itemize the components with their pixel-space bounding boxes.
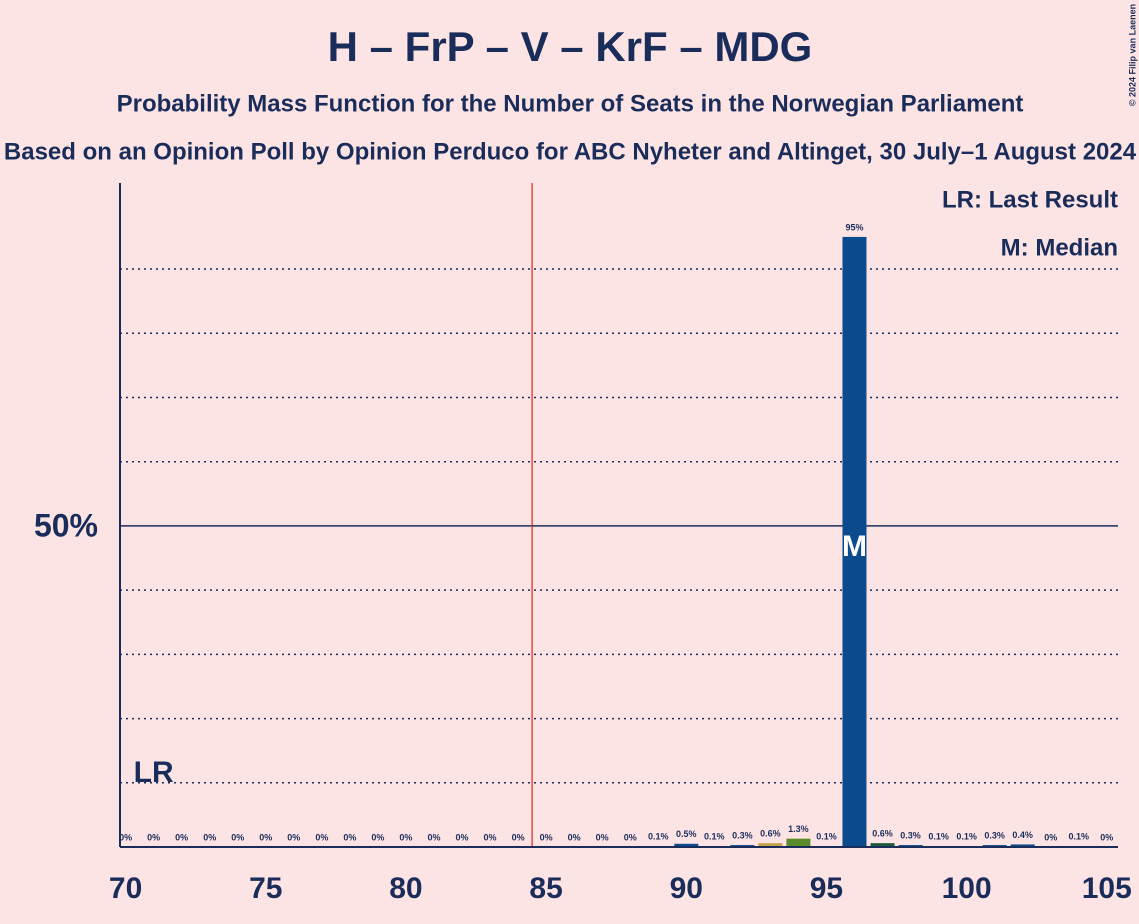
data-label: 0.3%	[900, 830, 921, 840]
data-label: 0.1%	[956, 832, 977, 842]
data-label: 0%	[624, 832, 637, 842]
data-label: 1.3%	[788, 824, 809, 834]
legend-entry: M: Median	[1001, 234, 1118, 261]
data-label: 0%	[203, 832, 216, 842]
data-label: 0%	[484, 832, 497, 842]
data-label: 0%	[119, 832, 132, 842]
data-label: 0.5%	[676, 829, 697, 839]
bar	[1010, 844, 1035, 847]
data-label: 0%	[371, 832, 384, 842]
data-label: 0.1%	[1068, 832, 1089, 842]
data-label: 0%	[540, 832, 553, 842]
data-label: 0%	[147, 832, 160, 842]
data-label: 0%	[259, 832, 272, 842]
data-label: 0%	[1044, 832, 1057, 842]
data-label: 0%	[568, 832, 581, 842]
data-label: 0.6%	[760, 829, 781, 839]
copyright: © 2024 Filip van Laenen	[1127, 4, 1137, 106]
x-tick-label: 100	[942, 872, 992, 905]
data-label: 0.1%	[816, 832, 837, 842]
bar	[758, 843, 783, 847]
data-label: 0%	[596, 832, 609, 842]
data-label: 95%	[845, 222, 863, 232]
chart-title: H – FrP – V – KrF – MDG	[328, 23, 813, 70]
x-tick-label: 75	[249, 872, 282, 905]
data-label: 0.3%	[984, 830, 1005, 840]
median-label: M	[842, 530, 867, 563]
data-label: 0%	[315, 832, 328, 842]
data-label: 0%	[512, 832, 525, 842]
y-tick-label: 50%	[34, 507, 98, 543]
data-label: 0.3%	[732, 830, 753, 840]
bar	[674, 843, 699, 847]
x-tick-label: 90	[670, 872, 703, 905]
data-label: 0%	[231, 832, 244, 842]
chart-subtitle: Based on an Opinion Poll by Opinion Perd…	[4, 138, 1137, 165]
x-tick-label: 85	[529, 872, 562, 905]
x-tick-label: 70	[109, 872, 142, 905]
bar	[870, 843, 895, 847]
x-tick-label: 80	[389, 872, 422, 905]
data-label: 0.4%	[1012, 830, 1033, 840]
data-label: 0%	[287, 832, 300, 842]
x-tick-label: 95	[810, 872, 843, 905]
chart-subtitle: Probability Mass Function for the Number…	[117, 90, 1024, 117]
data-label: 0%	[399, 832, 412, 842]
data-label: 0.6%	[872, 829, 893, 839]
data-label: 0%	[427, 832, 440, 842]
data-label: 0%	[175, 832, 188, 842]
bar	[842, 236, 867, 848]
legend-entry: LR: Last Result	[942, 186, 1118, 213]
data-label: 0%	[1100, 832, 1113, 842]
data-label: 0.1%	[928, 832, 949, 842]
data-label: 0.1%	[648, 832, 669, 842]
data-label: 0.1%	[704, 832, 725, 842]
bar	[786, 838, 811, 847]
last-result-label: LR	[134, 756, 174, 789]
data-label: 0%	[456, 832, 469, 842]
x-tick-label: 105	[1082, 872, 1132, 905]
data-label: 0%	[343, 832, 356, 842]
